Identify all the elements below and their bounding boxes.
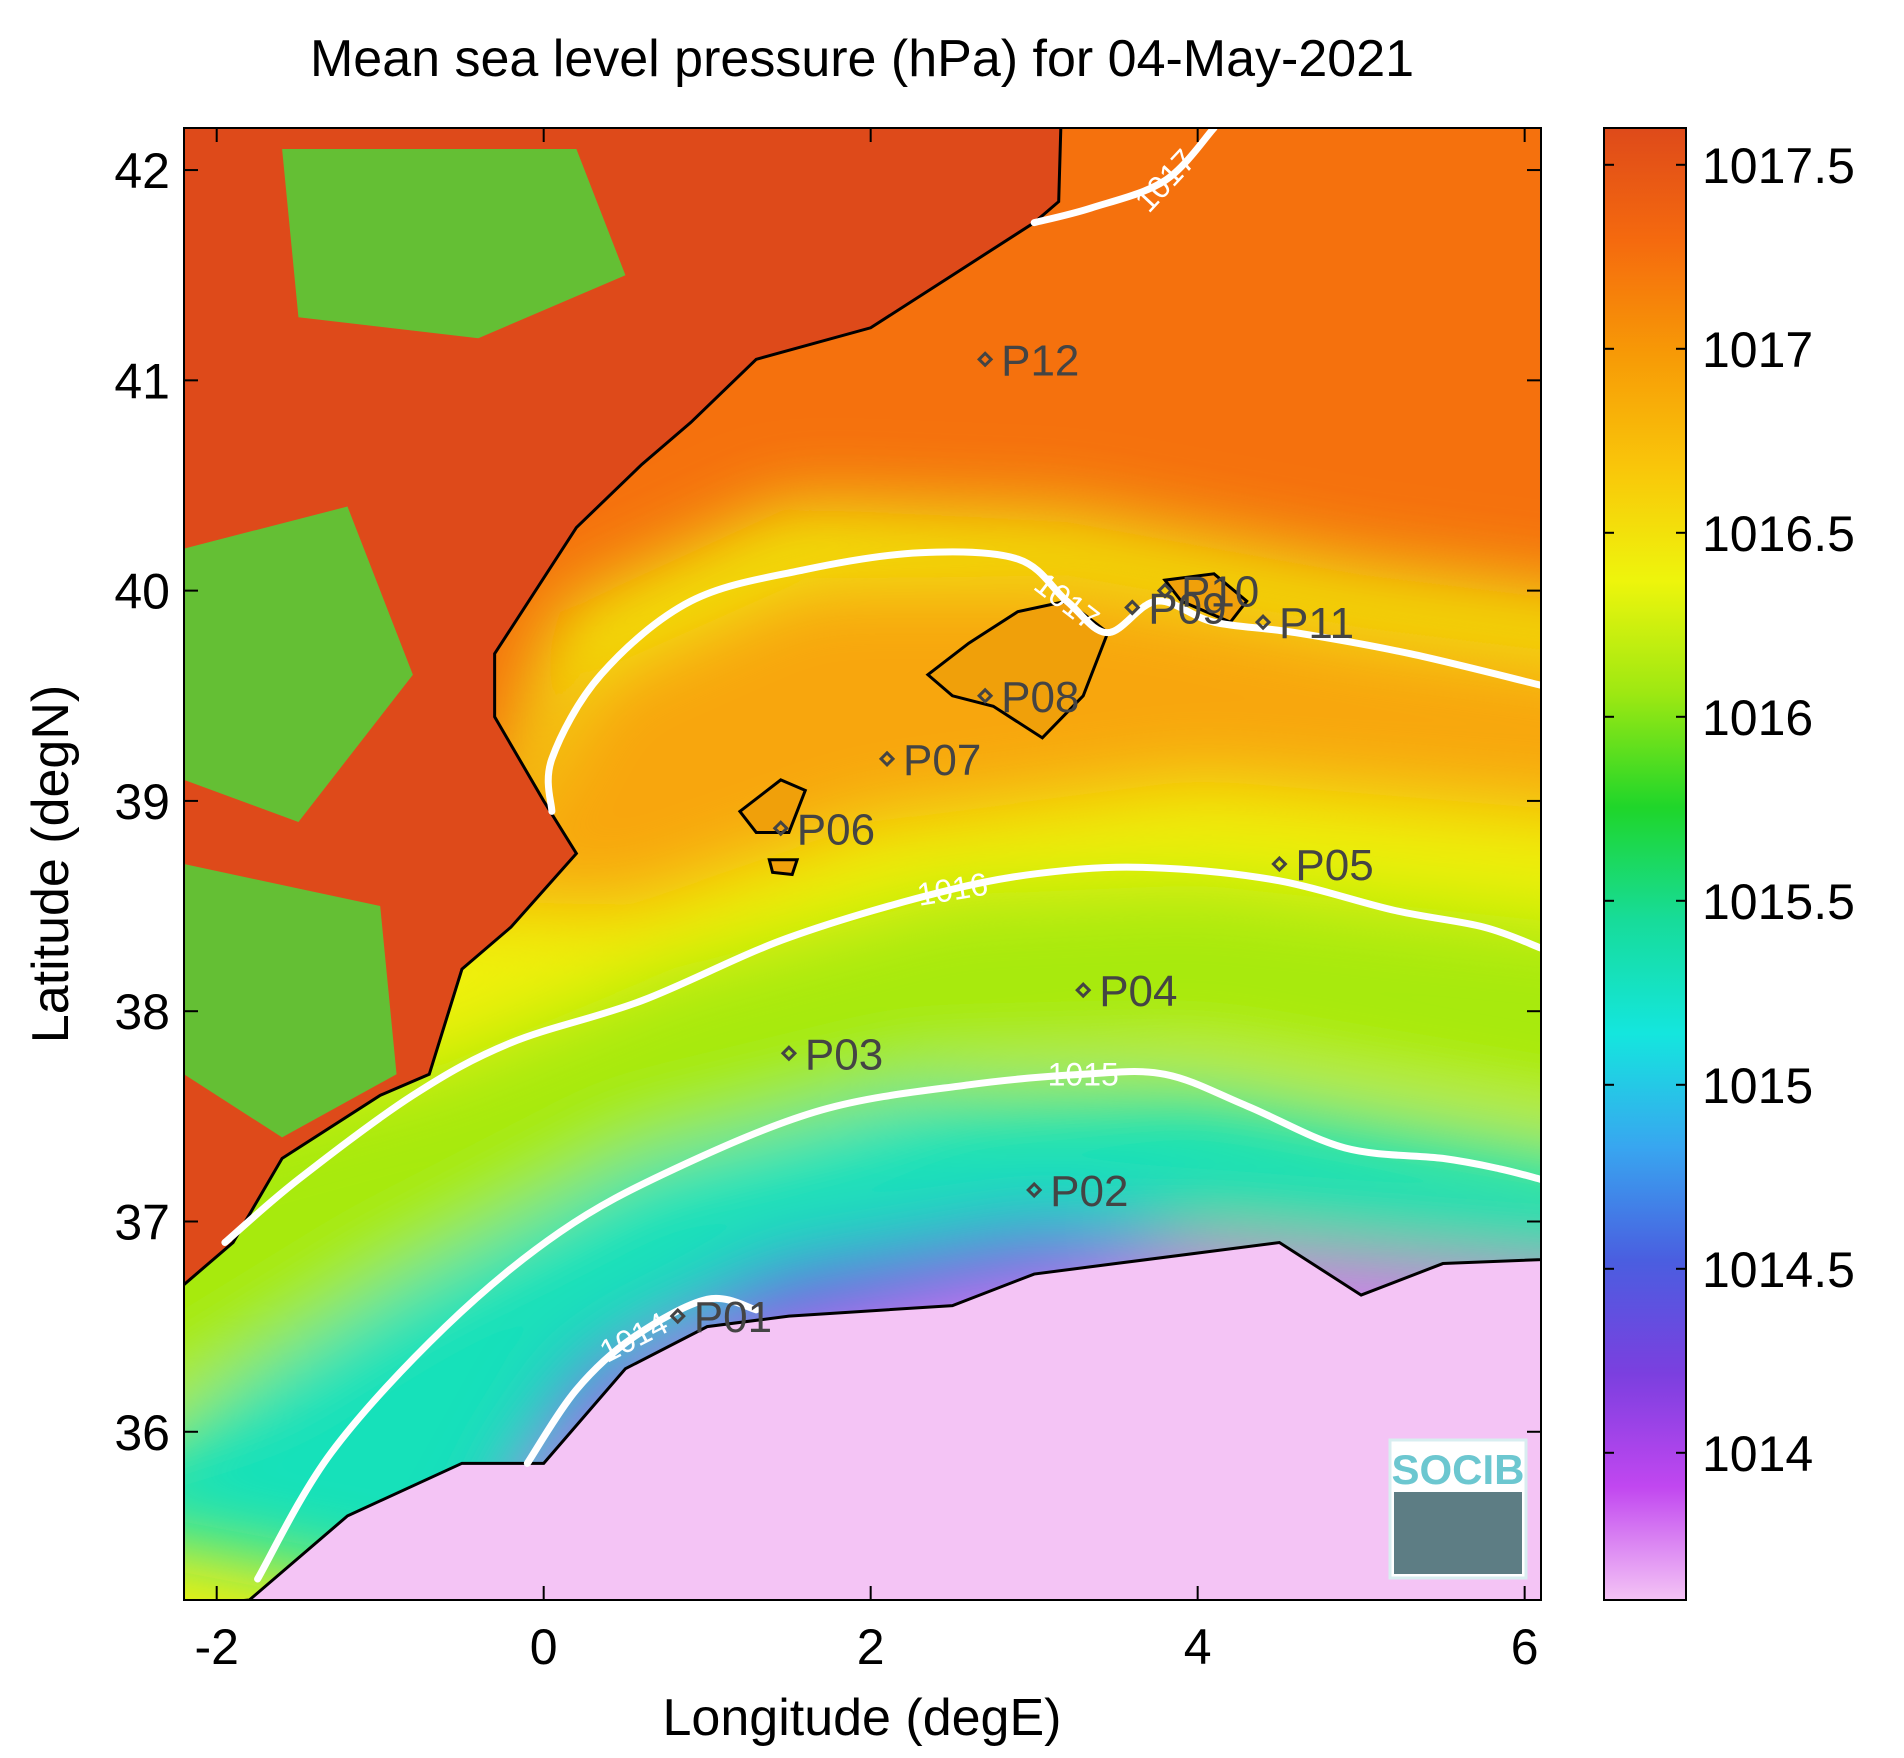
- x-tick-label: 4: [1184, 1619, 1212, 1675]
- colorbar-tick-label: 1016: [1702, 690, 1813, 746]
- x-tick-label: 6: [1511, 1619, 1539, 1675]
- station-label: P08: [1001, 673, 1079, 722]
- x-tick-label: -2: [194, 1619, 238, 1675]
- colorbar-tick-label: 1014: [1702, 1426, 1813, 1482]
- y-tick-label: 38: [114, 984, 170, 1040]
- station-label: P03: [805, 1030, 883, 1079]
- contour-line-1016: [221, 863, 1541, 1247]
- colorbar-tick-label: 1015.5: [1702, 874, 1855, 930]
- colorbar-tick-label: 1017: [1702, 322, 1813, 378]
- station-marker: [669, 1307, 686, 1325]
- colorbar-ticks: 1014 1014.5 1015 1015.5 1016 1016.5 1017 1017.5: [1604, 138, 1855, 1482]
- colorbar-tick-label: 1014.5: [1702, 1242, 1855, 1298]
- x-tick-label: 2: [857, 1619, 885, 1675]
- station-marker: [1156, 582, 1174, 599]
- station-marker: [976, 687, 994, 704]
- station-label: P02: [1050, 1167, 1128, 1216]
- y-tick-label: 39: [114, 774, 170, 830]
- y-tick-label: 42: [114, 143, 170, 199]
- colorbar-tick-label: 1017.5: [1702, 138, 1855, 194]
- y-tick-label: 40: [114, 564, 170, 620]
- menorca-island: [1162, 572, 1249, 625]
- iberia-land: [184, 128, 1063, 1287]
- plot-frame: [183, 127, 1542, 1601]
- y-tick-label: 36: [114, 1405, 170, 1461]
- colorbar-tick-label: 1016.5: [1702, 506, 1855, 562]
- y-axis-label: Latitude (degN): [22, 685, 80, 1043]
- station-marker: [1124, 599, 1141, 616]
- colorbar: 1014 1014.5 1015 1015.5 1016 1016.5 1017 1017.5: [1603, 127, 1855, 1601]
- y-axis: 36 37 38 39 40 41 42: [114, 143, 1541, 1461]
- africa-land: [233, 1240, 1541, 1600]
- land-green-patch: [184, 864, 397, 1138]
- station-label: P06: [797, 805, 875, 854]
- station-marker: [1026, 1181, 1043, 1199]
- station-marker: [772, 820, 789, 837]
- formentera-island: [767, 858, 800, 877]
- station-label: P01: [694, 1293, 772, 1342]
- station-label: P05: [1295, 841, 1373, 890]
- station-marker: [976, 351, 994, 368]
- station-marker: [1075, 982, 1092, 999]
- station-marker: [1254, 614, 1272, 631]
- station-marker: [878, 750, 896, 767]
- land-green-patch: [184, 506, 413, 822]
- station-marker: [1271, 855, 1288, 873]
- station-label: P12: [1001, 336, 1079, 385]
- contour-label: 1015: [1048, 1056, 1119, 1092]
- contour-line-1015: [254, 1068, 1541, 1583]
- y-tick-label: 37: [114, 1194, 170, 1250]
- station-label: P11: [1279, 599, 1354, 648]
- contour-line-1014: [523, 1294, 760, 1467]
- station-label: P04: [1099, 967, 1177, 1016]
- chart-title: Mean sea level pressure (hPa) for 04-May…: [310, 30, 1414, 88]
- colorbar-gradient: [1603, 127, 1687, 1601]
- station-marker: [780, 1045, 798, 1062]
- socib-logo: SOCIB: [1388, 1438, 1528, 1580]
- x-axis-label: Longitude (degE): [663, 1689, 1062, 1747]
- station-label: P10: [1181, 568, 1259, 617]
- mallorca-island: [925, 599, 1110, 740]
- ibiza-island: [737, 778, 808, 834]
- contour-line-1017: [1030, 128, 1218, 227]
- logo-sea-gradient: [1394, 1492, 1522, 1574]
- x-axis: -2 0 2 4 6: [194, 128, 1539, 1675]
- logo-text: SOCIB: [1391, 1446, 1524, 1493]
- land-layer: [184, 128, 1541, 1600]
- y-tick-label: 41: [114, 353, 170, 409]
- land-green-patch: [282, 149, 626, 339]
- colorbar-tick-label: 1015: [1702, 1058, 1813, 1114]
- station-label: P07: [903, 736, 981, 785]
- pressure-band: [184, 885, 1541, 1397]
- contour-line-1017: [544, 548, 1541, 815]
- x-tick-label: 0: [530, 1619, 558, 1675]
